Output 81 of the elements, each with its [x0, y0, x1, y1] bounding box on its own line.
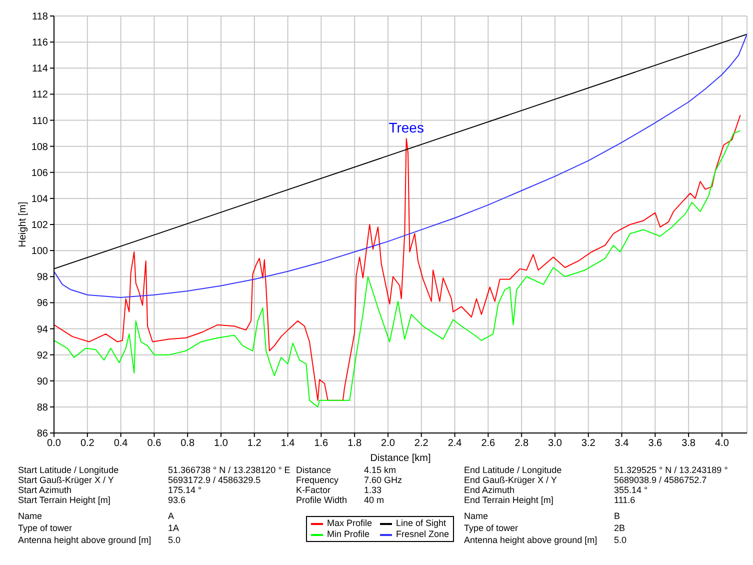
x-tick-label: 3.2 [581, 438, 596, 450]
text: Name [18, 511, 44, 523]
text: End Gauß-Krüger X / Y [464, 475, 558, 485]
text: Distance [296, 465, 332, 475]
text: Start Azimuth [18, 485, 73, 495]
text: 5.0 [168, 535, 182, 547]
y-tick-label: 88 [36, 402, 48, 414]
text: 5689038.9 / 4586752.7 [614, 475, 708, 485]
text: 175.14 ° [168, 485, 203, 495]
text: A [168, 511, 176, 523]
x-tick-label: 2.4 [448, 438, 462, 450]
text: Type of tower [18, 523, 74, 535]
text: 111.6 [614, 495, 636, 505]
y-tick-label: 108 [31, 142, 48, 153]
x-tick-label: 0.4 [114, 438, 128, 450]
text: End Terrain Height [m] [464, 495, 554, 505]
x-tick-label: 0.6 [147, 438, 162, 450]
y-tick-label: 106 [31, 168, 48, 179]
text: 2B [614, 523, 626, 535]
y-tick-label: 116 [32, 38, 48, 49]
x-axis-title: Distance [km] [370, 453, 432, 464]
x-tick-label: 3.4 [614, 438, 630, 450]
x-tick-label: 0.2 [80, 438, 95, 450]
text: Start Latitude / Longitude [18, 465, 120, 475]
text: 4.15 km [364, 465, 398, 475]
x-tick-label: 1.6 [314, 438, 329, 450]
legend-label: Min Profile [326, 529, 370, 540]
text: 7.60 GHz [364, 475, 404, 485]
y-tick-label: 92 [36, 350, 48, 362]
text: 1.33 [364, 485, 383, 495]
text: 1A [168, 523, 180, 535]
y-tick-label: 98 [36, 272, 48, 284]
text: 5693172.9 / 4586329.5 [168, 475, 262, 485]
x-tick-label: 4.0 [715, 438, 730, 450]
text: B [614, 511, 622, 523]
x-tick-label: 3.8 [682, 438, 696, 450]
text: End Azimuth [464, 485, 516, 495]
legend-label: Max Profile [326, 518, 372, 529]
y-tick-label: 96 [36, 298, 48, 310]
y-tick-label: 100 [31, 246, 48, 258]
legend-label: Fresnel Zone [396, 529, 450, 540]
x-tick-label: 3.6 [648, 438, 663, 450]
y-tick-label: 102 [31, 220, 48, 232]
y-tick-label: 118 [32, 12, 48, 23]
x-tick-label: 1.2 [247, 438, 262, 450]
text: 51.329525 ° N / 13.243189 ° [614, 465, 729, 475]
y-tick-label: 86 [36, 428, 48, 440]
text: 51.366738 ° N / 13.238120 ° E [168, 465, 292, 475]
y-tick-label: 94 [36, 324, 48, 336]
annotation: Trees [388, 119, 424, 136]
text: End Latitude / Longitude [464, 465, 563, 475]
x-tick-label: 3.0 [548, 438, 562, 450]
text: 5.0 [614, 535, 628, 547]
y-axis-title: Height [m] [18, 201, 29, 248]
y-tick-label: 114 [32, 64, 48, 75]
text: Profile Width [296, 495, 348, 505]
x-tick-label: 2.6 [481, 438, 496, 450]
text: Type of tower [464, 523, 520, 535]
text: Frequency [296, 475, 340, 485]
x-tick-label: 1.4 [280, 438, 296, 450]
text: 93.6 [168, 495, 187, 505]
legend-label: Line of Sight [396, 518, 446, 529]
y-tick-label: 112 [32, 90, 48, 101]
text: Antenna height above ground [m] [18, 535, 152, 547]
text: Antenna height above ground [m] [464, 535, 598, 547]
y-tick-label: 104 [31, 194, 48, 205]
text: Name [464, 511, 490, 523]
x-tick-label: 0.8 [180, 438, 195, 450]
text: 40 m [364, 495, 386, 505]
text: Start Gauß-Krüger X / Y [18, 475, 115, 485]
text: 355.14 ° [614, 485, 649, 495]
x-tick-label: 2.0 [381, 438, 396, 450]
x-tick-label: 2.2 [414, 438, 429, 450]
y-tick-label: 110 [32, 116, 48, 127]
x-tick-label: 1.8 [348, 438, 362, 450]
x-tick-label: 1.0 [214, 438, 228, 450]
x-tick-label: 0.0 [47, 438, 62, 450]
text: Start Terrain Height [m] [18, 495, 112, 505]
text: K-Factor [296, 485, 332, 495]
y-tick-label: 90 [36, 376, 48, 388]
x-tick-label: 2.8 [514, 438, 529, 450]
